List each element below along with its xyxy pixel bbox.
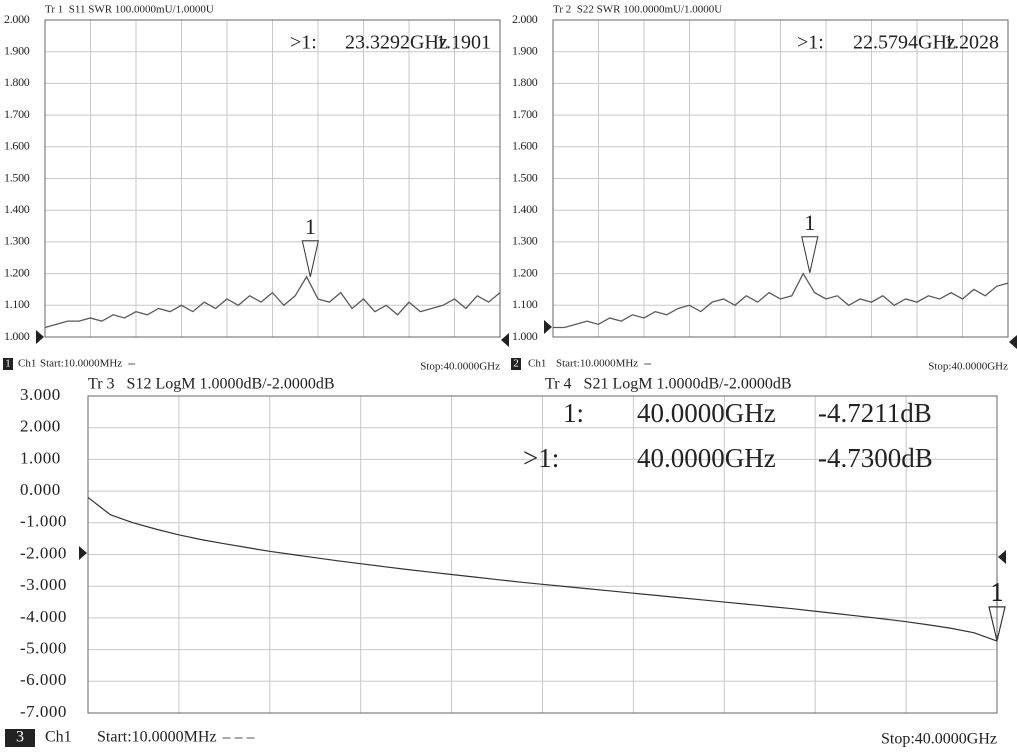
channel-number: 2 bbox=[513, 358, 519, 370]
reference-marker bbox=[79, 546, 87, 560]
trace-line bbox=[87, 496, 998, 642]
stop-label: Stop:40.0000GHz bbox=[420, 361, 500, 373]
channel-number: 1 bbox=[5, 358, 11, 370]
marker-frequency: 23.3292GHz bbox=[345, 32, 448, 54]
marker-value: -4.7300dB bbox=[818, 443, 933, 473]
marker-triangle bbox=[801, 236, 819, 273]
trace-line bbox=[44, 275, 501, 329]
stop-label: Stop:40.0000GHz bbox=[928, 361, 1008, 373]
start-label: Start:10.0000MHz bbox=[40, 358, 122, 370]
marker-number: 1 bbox=[991, 578, 1004, 607]
y-tick-label: 1.400 bbox=[4, 202, 30, 216]
trace-header: Tr 3 S12 LogM 1.0000dB/-2.0000dB bbox=[88, 376, 335, 393]
start-label: Start:10.0000MHz bbox=[97, 729, 217, 746]
marker-value: 1.2028 bbox=[944, 32, 999, 54]
y-tick-label: 1.800 bbox=[4, 75, 30, 89]
stop-label: Stop:40.0000GHz bbox=[881, 731, 997, 748]
marker-number: 1 bbox=[991, 578, 1004, 607]
y-tick-label: 1.000 bbox=[20, 448, 61, 467]
marker-value: 1.1901 bbox=[436, 32, 491, 54]
reference-marker bbox=[998, 550, 1006, 564]
marker-prefix: >1: bbox=[290, 32, 317, 54]
y-tick-label: 1.900 bbox=[4, 43, 30, 57]
channel-number: 3 bbox=[16, 729, 24, 746]
y-tick-label: 1.300 bbox=[4, 234, 30, 248]
y-tick-label: -4.000 bbox=[20, 607, 67, 626]
y-tick-label: 2.000 bbox=[512, 12, 538, 26]
trace-header: Tr 2 S22 SWR 100.0000mU/1.0000U bbox=[553, 4, 722, 16]
trace-header: Tr 4 S21 LogM 1.0000dB/-2.0000dB bbox=[545, 376, 792, 393]
marker-number: 1 bbox=[305, 214, 316, 239]
reference-marker bbox=[544, 320, 552, 334]
y-tick-label: 1.100 bbox=[4, 297, 30, 311]
channel-label: Ch1 bbox=[528, 358, 546, 370]
y-tick-label: 1.700 bbox=[512, 107, 538, 121]
channel-label: Ch1 bbox=[45, 729, 72, 746]
y-tick-label: 0.000 bbox=[20, 480, 61, 499]
y-tick-label: 1.100 bbox=[512, 297, 538, 311]
y-tick-label: 1.600 bbox=[4, 139, 30, 153]
marker-triangle bbox=[301, 240, 319, 277]
plot-frame bbox=[87, 395, 998, 714]
y-tick-label: 1.900 bbox=[512, 43, 538, 57]
trace-line bbox=[553, 272, 1009, 329]
marker-value: -4.7211dB bbox=[818, 398, 932, 428]
marker-prefix: 1: bbox=[563, 398, 584, 428]
y-tick-label: -7.000 bbox=[20, 702, 67, 721]
marker-prefix: >1: bbox=[797, 32, 824, 54]
marker-frequency: 40.0000GHz bbox=[637, 398, 776, 428]
channel-box bbox=[511, 358, 521, 370]
marker-prefix: >1: bbox=[523, 443, 559, 473]
y-tick-label: -5.000 bbox=[20, 639, 67, 658]
y-tick-label: 1.200 bbox=[4, 265, 30, 279]
y-tick-label: 1.600 bbox=[512, 139, 538, 153]
marker-number: 1 bbox=[804, 210, 815, 235]
y-tick-label: 1.700 bbox=[4, 107, 30, 121]
marker-frequency: 22.5794GHz bbox=[853, 32, 956, 54]
reference-marker bbox=[1009, 335, 1017, 349]
y-tick-label: 1.000 bbox=[512, 329, 538, 343]
reference-marker bbox=[501, 333, 509, 347]
y-tick-label: 1.200 bbox=[512, 265, 538, 279]
trace-header: Tr 1 S11 SWR 100.0000mU/1.0000U bbox=[45, 4, 214, 16]
start-label: Start:10.0000MHz bbox=[556, 358, 638, 370]
y-tick-label: 1.300 bbox=[512, 234, 538, 248]
y-tick-label: -6.000 bbox=[20, 670, 67, 689]
y-tick-label: 1.400 bbox=[512, 202, 538, 216]
channel-box bbox=[3, 358, 13, 370]
plot-frame bbox=[44, 19, 501, 338]
channel-box bbox=[5, 729, 35, 747]
y-tick-label: -3.000 bbox=[20, 575, 67, 594]
y-tick-label: 1.000 bbox=[4, 329, 30, 343]
y-tick-label: 1.500 bbox=[4, 170, 30, 184]
y-tick-label: 2.000 bbox=[20, 417, 61, 436]
channel-label: Ch1 bbox=[18, 358, 36, 370]
reference-marker bbox=[36, 330, 44, 344]
y-tick-label: 2.000 bbox=[4, 12, 30, 26]
y-tick-label: 1.800 bbox=[512, 75, 538, 89]
y-tick-label: 1.500 bbox=[512, 170, 538, 184]
plot-frame bbox=[552, 19, 1009, 338]
y-tick-label: -1.000 bbox=[20, 512, 67, 531]
y-tick-label: 3.000 bbox=[20, 385, 61, 404]
marker-frequency: 40.0000GHz bbox=[637, 443, 776, 473]
y-tick-label: -2.000 bbox=[20, 543, 67, 562]
marker-triangle bbox=[988, 606, 1006, 642]
